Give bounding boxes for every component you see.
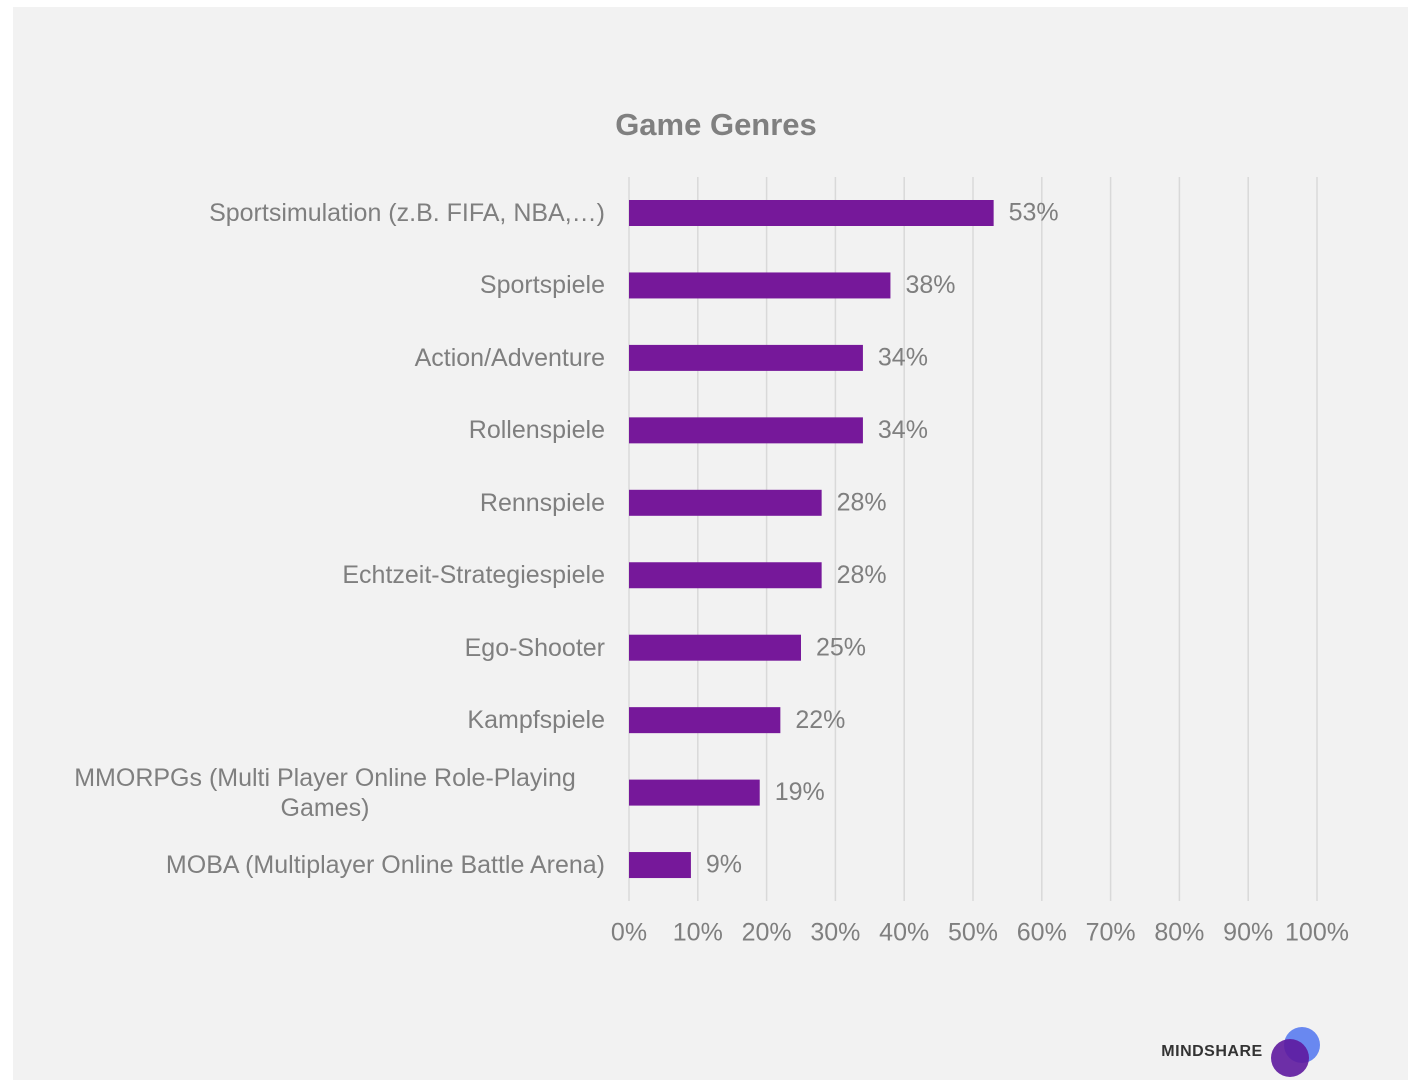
data-label: 38% [905, 271, 955, 299]
category-label-box: Sportspiele [45, 270, 605, 300]
category-label-box: MMORPGs (Multi Player Online Role-Playin… [45, 763, 605, 823]
data-label: 53% [1009, 199, 1059, 227]
bar [629, 707, 781, 734]
bar [629, 200, 994, 226]
category-label-box: Sportsimulation (z.B. FIFA, NBA,…) [45, 198, 605, 228]
x-tick-label: 90% [1223, 919, 1273, 947]
data-label: 9% [706, 851, 742, 879]
chart-title: Game Genres [615, 107, 817, 142]
data-label: 22% [795, 706, 845, 734]
x-tick-label: 80% [1154, 919, 1204, 947]
y-tick-label: Echtzeit-Strategiespiele [342, 561, 605, 590]
y-tick-label: Sportspiele [479, 271, 605, 300]
bar [629, 489, 822, 516]
data-label: 34% [878, 416, 928, 444]
x-tick-label: 70% [1086, 919, 1136, 947]
x-tick-label: 0% [611, 919, 647, 947]
data-label: 34% [878, 344, 928, 372]
data-label: 28% [837, 488, 887, 516]
x-tick-label: 50% [948, 919, 998, 947]
y-tick-label: Sportsimulation (z.B. FIFA, NBA,…) [209, 199, 605, 227]
data-label: 28% [837, 561, 887, 589]
category-label-box: Rennspiele [45, 488, 605, 518]
chart-background [13, 7, 1408, 1080]
category-label-box: Echtzeit-Strategiespiele [45, 560, 605, 590]
category-label-box: MOBA (Multiplayer Online Battle Arena) [45, 850, 605, 880]
category-label-box: Action/Adventure [45, 343, 605, 373]
y-tick-label: MMORPGs (Multi Player Online Role-Playin… [74, 763, 576, 822]
bar [629, 779, 760, 806]
bar [629, 417, 863, 444]
bar [629, 272, 891, 299]
y-tick-label: Rennspiele [479, 488, 605, 517]
category-label-box: Kampfspiele [45, 705, 605, 735]
category-label-box: Rollenspiele [45, 415, 605, 445]
x-tick-label: 10% [673, 919, 723, 947]
x-tick-label: 30% [810, 919, 860, 947]
x-tick-label: 100% [1285, 919, 1349, 947]
bar [629, 634, 801, 661]
bar [629, 562, 822, 589]
x-tick-label: 20% [742, 919, 792, 947]
logo-text: MINDSHARE [1161, 1043, 1262, 1060]
x-tick-label: 40% [879, 919, 929, 947]
y-tick-label: Rollenspiele [468, 416, 605, 445]
logo-mark [1271, 1027, 1320, 1077]
x-tick-label: 60% [1017, 919, 1067, 947]
bar [629, 852, 691, 879]
data-label: 25% [816, 633, 866, 661]
y-tick-label: Kampfspiele [467, 706, 605, 735]
category-label-box: Ego-Shooter [45, 633, 605, 663]
y-tick-label: Ego-Shooter [464, 633, 605, 662]
y-tick-label: Action/Adventure [414, 343, 605, 372]
y-tick-label: MOBA (Multiplayer Online Battle Arena) [165, 851, 605, 880]
bar [629, 344, 863, 371]
data-label: 19% [775, 778, 825, 806]
